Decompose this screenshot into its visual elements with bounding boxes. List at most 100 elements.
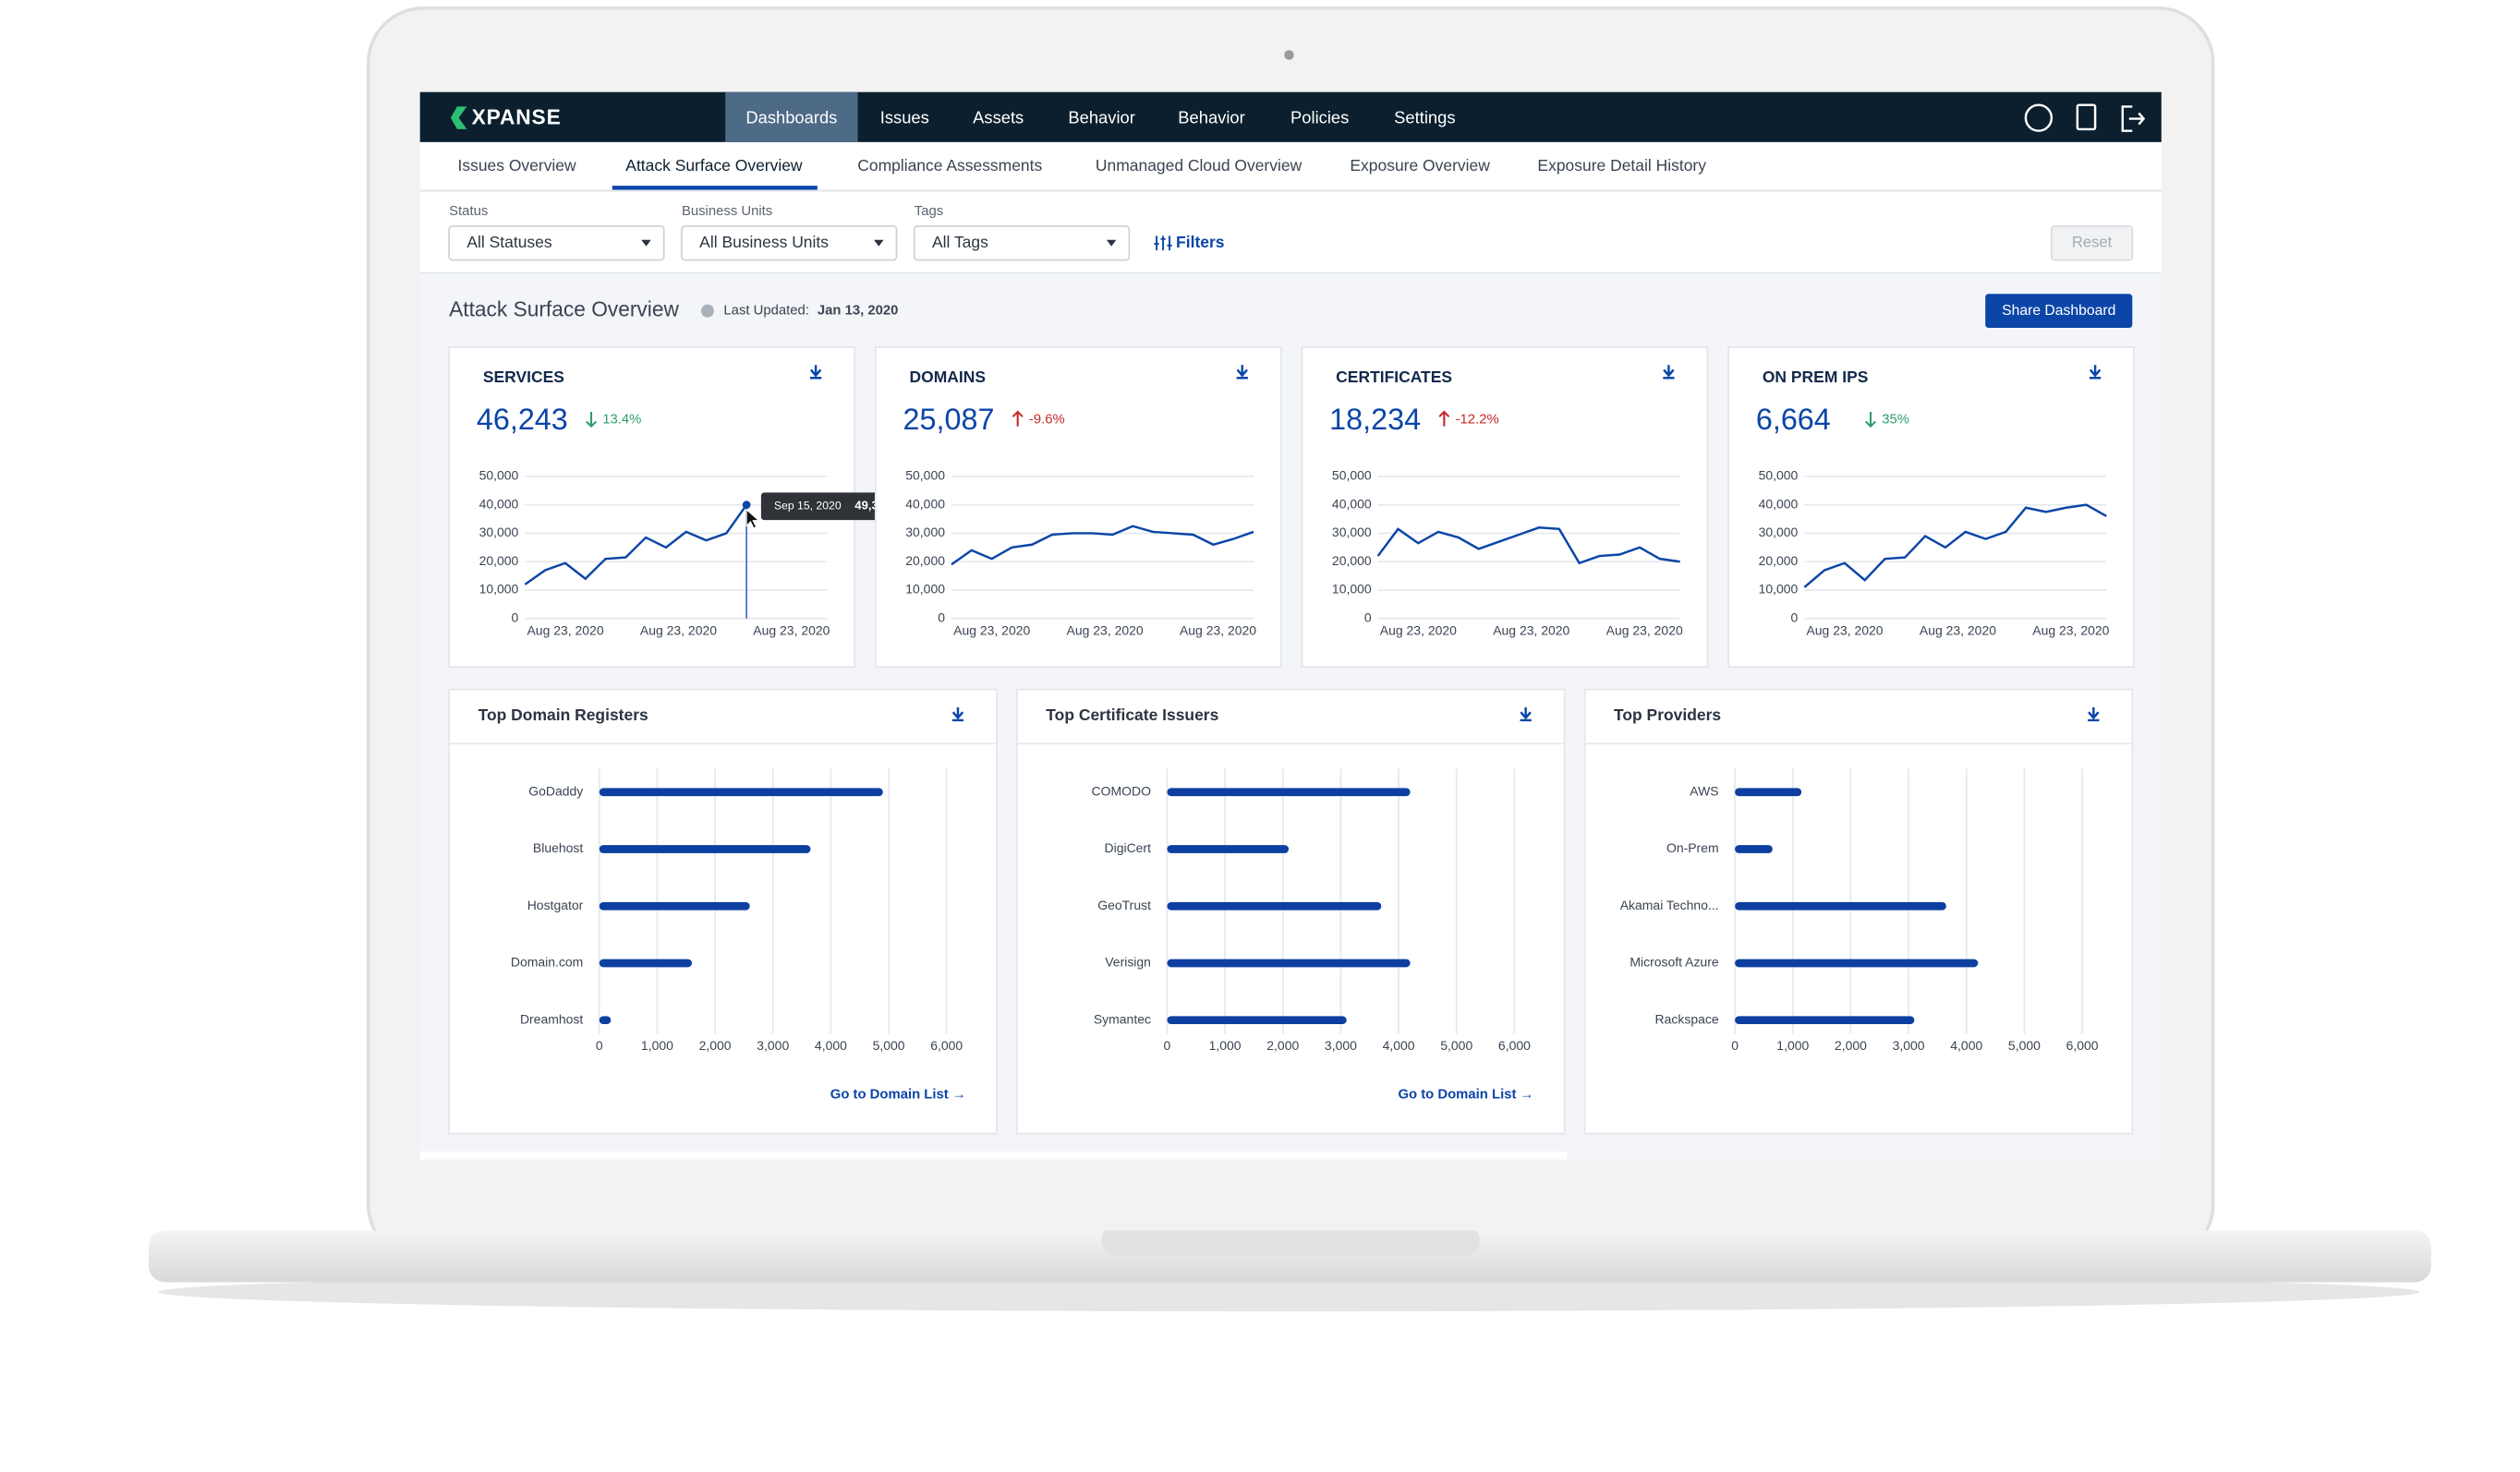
filter-label: Status xyxy=(449,204,488,219)
nav-item[interactable]: Dashboards xyxy=(745,107,837,127)
kpi-title: ON PREM IPS xyxy=(1763,368,1869,386)
bar xyxy=(1735,959,1979,968)
x-tick-label: 3,000 xyxy=(1325,1038,1357,1053)
card-link[interactable]: Go to Domain List → xyxy=(1398,1088,1533,1103)
trend-line xyxy=(1803,503,2107,588)
bar xyxy=(1167,1016,1347,1025)
info-icon xyxy=(700,304,714,318)
kpi-value: 25,087 xyxy=(903,403,995,436)
kpi-value: 6,664 xyxy=(1756,403,1831,436)
tab[interactable]: Compliance Assessments xyxy=(857,156,1042,175)
share-button[interactable] xyxy=(1985,294,2133,329)
category-label: Hostgator xyxy=(527,898,584,912)
nav-item[interactable]: Behavior xyxy=(1178,107,1244,127)
x-tick-label: 2,000 xyxy=(1835,1038,1867,1053)
card-title: Top Domain Registers xyxy=(479,706,648,724)
trend-line xyxy=(951,525,1254,566)
change-arrow xyxy=(1865,411,1877,428)
dropdown-value[interactable]: All Tags xyxy=(932,233,988,251)
tab[interactable]: Attack Surface Overview xyxy=(625,156,803,175)
nav-item[interactable]: Settings xyxy=(1394,107,1455,127)
x-tick-label: Aug 23, 2020 xyxy=(1920,622,1996,637)
nav-item[interactable]: Issues xyxy=(880,107,929,127)
card-link[interactable]: Go to Domain List → xyxy=(830,1088,966,1103)
tab-underline xyxy=(612,186,818,190)
y-tick-label: 30,000 xyxy=(1332,525,1372,539)
trend-line xyxy=(1376,526,1680,565)
cursor xyxy=(745,508,760,529)
x-tick-label: Aug 23, 2020 xyxy=(1067,622,1144,637)
top-nav xyxy=(419,91,2162,142)
download-icon[interactable] xyxy=(1236,365,1248,380)
help-icon[interactable] xyxy=(2024,103,2054,132)
download-icon[interactable] xyxy=(2088,706,2100,722)
y-tick-label: 40,000 xyxy=(1759,496,1799,511)
trend-line xyxy=(524,503,748,585)
dropdown[interactable] xyxy=(681,224,898,261)
kpi-value: 18,234 xyxy=(1329,403,1421,436)
dropdown-value[interactable]: All Statuses xyxy=(466,233,552,251)
x-tick-label: 4,000 xyxy=(1383,1038,1415,1053)
dropdown[interactable] xyxy=(448,224,665,261)
y-tick-label: 0 xyxy=(1364,609,1372,624)
nav-item[interactable]: Policies xyxy=(1290,107,1349,127)
x-tick-label: 1,000 xyxy=(1209,1038,1242,1053)
nav-item[interactable]: Behavior xyxy=(1068,107,1134,127)
brand: XPANSE xyxy=(472,105,562,129)
x-tick-label: 4,000 xyxy=(1950,1038,1982,1053)
y-tick-label: 50,000 xyxy=(905,468,945,483)
tooltip xyxy=(760,492,905,521)
dropdown[interactable] xyxy=(913,224,1131,261)
bar xyxy=(599,1016,612,1025)
download-icon[interactable] xyxy=(1520,706,1532,722)
tab[interactable]: Exposure Detail History xyxy=(1537,156,1706,175)
logout-icon[interactable] xyxy=(2121,105,2146,132)
y-tick-label: 40,000 xyxy=(1332,496,1372,511)
x-tick-label: 5,000 xyxy=(1440,1038,1472,1053)
tab[interactable]: Exposure Overview xyxy=(1350,156,1490,175)
x-tick-label: 4,000 xyxy=(815,1038,847,1053)
nav-icons xyxy=(2024,103,2146,132)
reset-button[interactable] xyxy=(2050,224,2134,261)
category-label: GeoTrust xyxy=(1097,898,1151,912)
bar-card xyxy=(1583,688,2134,1135)
bar xyxy=(1735,788,1802,797)
x-tick-label: 0 xyxy=(1731,1038,1739,1053)
y-tick-label: 20,000 xyxy=(1759,553,1799,568)
nav-item[interactable]: Assets xyxy=(973,107,1024,127)
nav-active xyxy=(725,91,858,142)
x-tick-label: 2,000 xyxy=(1266,1038,1299,1053)
download-icon[interactable] xyxy=(809,365,822,380)
y-tick-label: 20,000 xyxy=(1332,553,1372,568)
kpi-card xyxy=(874,346,1282,669)
kpi-title: CERTIFICATES xyxy=(1336,368,1452,386)
docs-icon[interactable] xyxy=(2076,103,2097,131)
filter-icon[interactable] xyxy=(1154,235,1172,251)
x-tick-label: 3,000 xyxy=(757,1038,789,1053)
kpi-change: 35% xyxy=(1882,413,1909,428)
bar xyxy=(1735,845,1773,853)
category-label: Akamai Techno... xyxy=(1620,898,1719,912)
download-icon[interactable] xyxy=(1663,365,1675,380)
dropdown-caret xyxy=(1106,239,1117,247)
y-tick-label: 10,000 xyxy=(1332,582,1372,597)
tab[interactable]: Issues Overview xyxy=(458,156,577,175)
dropdown-value[interactable]: All Business Units xyxy=(699,233,829,251)
bar xyxy=(1167,788,1411,797)
download-icon[interactable] xyxy=(2089,365,2102,380)
download-icon[interactable] xyxy=(951,706,964,722)
share-label[interactable]: Share Dashboard xyxy=(2002,303,2115,319)
reset-label[interactable]: Reset xyxy=(2072,234,2113,251)
filters-button[interactable]: Filters xyxy=(1176,233,1224,251)
y-tick-label: 30,000 xyxy=(905,525,945,539)
x-tick-label: Aug 23, 2020 xyxy=(1806,622,1883,637)
y-tick-label: 20,000 xyxy=(479,553,519,568)
tooltip-date: Sep 15, 2020 xyxy=(774,499,842,512)
x-tick-label: 1,000 xyxy=(1776,1038,1809,1053)
x-tick-label: 1,000 xyxy=(641,1038,673,1053)
laptop-notch xyxy=(1101,1230,1481,1257)
bar xyxy=(1167,845,1290,853)
x-tick-label: Aug 23, 2020 xyxy=(2032,622,2109,637)
tab[interactable]: Unmanaged Cloud Overview xyxy=(1096,156,1302,175)
bar xyxy=(599,959,693,968)
